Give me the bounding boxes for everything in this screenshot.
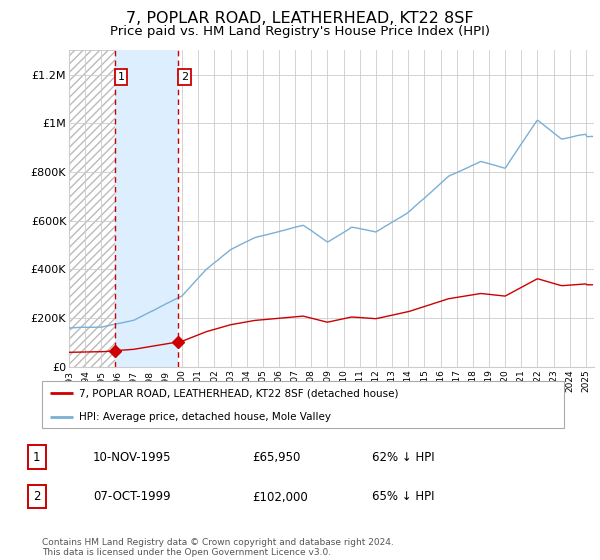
Text: 65% ↓ HPI: 65% ↓ HPI xyxy=(372,491,434,503)
Text: 7, POPLAR ROAD, LEATHERHEAD, KT22 8SF (detached house): 7, POPLAR ROAD, LEATHERHEAD, KT22 8SF (d… xyxy=(79,388,398,398)
FancyBboxPatch shape xyxy=(28,484,46,508)
Text: 1: 1 xyxy=(33,451,41,464)
Text: 62% ↓ HPI: 62% ↓ HPI xyxy=(372,451,434,464)
Text: 2: 2 xyxy=(181,72,188,82)
Text: £102,000: £102,000 xyxy=(252,491,308,503)
Text: HPI: Average price, detached house, Mole Valley: HPI: Average price, detached house, Mole… xyxy=(79,412,331,422)
Text: 1: 1 xyxy=(118,72,125,82)
Text: £65,950: £65,950 xyxy=(252,451,301,464)
Text: 7, POPLAR ROAD, LEATHERHEAD, KT22 8SF: 7, POPLAR ROAD, LEATHERHEAD, KT22 8SF xyxy=(126,11,474,26)
FancyBboxPatch shape xyxy=(28,445,46,469)
Text: 07-OCT-1999: 07-OCT-1999 xyxy=(93,491,170,503)
Bar xyxy=(115,50,178,367)
Text: 10-NOV-1995: 10-NOV-1995 xyxy=(93,451,172,464)
Text: 2: 2 xyxy=(33,490,41,503)
Text: Contains HM Land Registry data © Crown copyright and database right 2024.
This d: Contains HM Land Registry data © Crown c… xyxy=(42,538,394,557)
Text: Price paid vs. HM Land Registry's House Price Index (HPI): Price paid vs. HM Land Registry's House … xyxy=(110,25,490,38)
FancyBboxPatch shape xyxy=(42,381,564,428)
Bar xyxy=(69,50,115,367)
